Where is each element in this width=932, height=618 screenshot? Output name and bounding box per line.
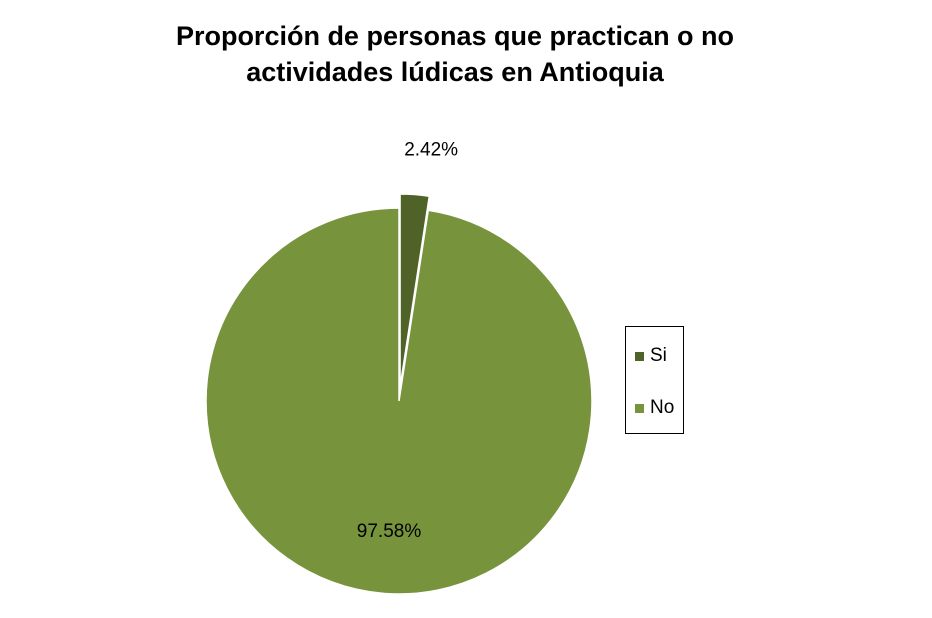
legend-swatch-si bbox=[635, 351, 644, 361]
pie-data-labels: 2.42% 97.58% bbox=[357, 140, 458, 542]
legend-item-si: Si bbox=[635, 344, 667, 368]
chart-title: Proporción de personas que practican o n… bbox=[0, 18, 910, 90]
legend-item-no: No bbox=[635, 396, 674, 420]
data-label-si: 2.42% bbox=[404, 140, 458, 161]
chart-title-line-1: Proporción de personas que practican o n… bbox=[175, 21, 735, 51]
legend-label-si: Si bbox=[650, 345, 667, 366]
chart-legend: Si No bbox=[625, 326, 684, 434]
legend-label-no: No bbox=[650, 397, 675, 418]
legend-swatch-no bbox=[635, 403, 644, 413]
chart-title-line-2: actividades lúdicas en Antioquia bbox=[246, 57, 664, 87]
pie-slices bbox=[205, 193, 593, 595]
data-label-no: 97.58% bbox=[357, 521, 422, 542]
pie-slice-si bbox=[399, 193, 431, 388]
pie-slice-no bbox=[205, 207, 593, 595]
